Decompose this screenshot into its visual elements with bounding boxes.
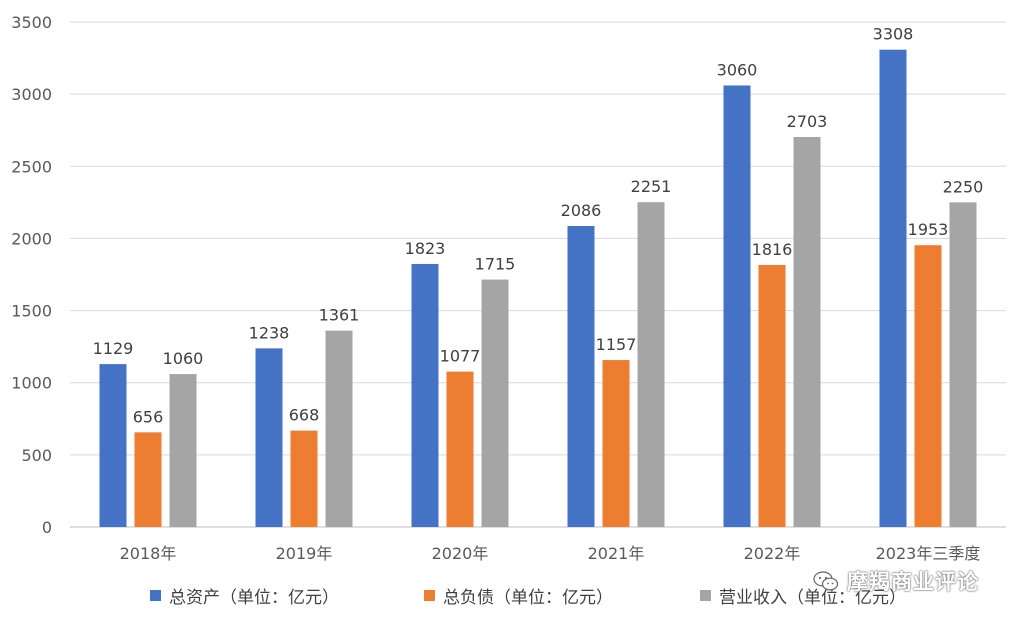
data-label: 1060 <box>163 349 204 368</box>
data-label: 2086 <box>561 201 602 220</box>
data-label: 656 <box>133 407 164 426</box>
bar <box>602 360 630 527</box>
bar <box>446 371 474 527</box>
data-label: 1361 <box>319 306 360 325</box>
data-label: 1077 <box>440 347 481 366</box>
y-tick-label: 2000 <box>11 229 52 248</box>
x-tick-label: 2021年 <box>588 544 645 563</box>
bar <box>637 202 665 527</box>
bar <box>567 226 595 527</box>
x-tick-label: 2022年 <box>744 544 801 563</box>
wechat-icon <box>813 571 839 591</box>
legend-label-revenue: 营业收入（单位：亿元） <box>719 588 906 608</box>
y-tick-label: 500 <box>21 446 52 465</box>
legend-label-total-liabilities: 总负债（单位：亿元） <box>443 588 613 608</box>
y-tick-label: 2500 <box>11 157 52 176</box>
legend-swatch-total-liabilities <box>424 590 435 601</box>
bar <box>879 49 907 528</box>
data-label: 1816 <box>752 240 793 259</box>
data-label: 2703 <box>787 112 828 131</box>
bar <box>99 364 127 527</box>
y-tick-label: 3000 <box>11 85 52 104</box>
bar <box>134 432 162 527</box>
bar <box>914 245 942 527</box>
data-label: 1953 <box>908 220 949 239</box>
data-label: 1715 <box>475 255 516 274</box>
data-label: 1129 <box>93 339 134 358</box>
bar <box>723 85 751 527</box>
x-tick-label: 2023年三季度 <box>876 544 981 563</box>
legend-item-total-liabilities: 总负债（单位：亿元） <box>424 583 613 608</box>
x-tick-label: 2018年 <box>120 544 177 563</box>
legend: 总资产（单位：亿元） 总负债（单位：亿元） 营业收入（单位：亿元） <box>0 583 1030 608</box>
data-label: 1157 <box>596 335 637 354</box>
watermark: 摩羯商业评论 <box>813 566 979 596</box>
y-tick-label: 3500 <box>11 13 52 32</box>
x-tick-label: 2019年 <box>276 544 333 563</box>
data-label: 1238 <box>249 323 290 342</box>
data-label: 3308 <box>873 25 914 44</box>
bar-chart: 0 500 1000 1500 2000 2500 3000 3500 1129 656 1060 2… <box>11 13 1006 563</box>
bar <box>793 136 821 527</box>
data-label: 3060 <box>717 60 758 79</box>
y-tick-label: 1000 <box>11 374 52 393</box>
bar <box>255 348 283 527</box>
x-tick-label: 2020年 <box>432 544 489 563</box>
data-label: 1823 <box>405 239 446 258</box>
legend-swatch-revenue <box>700 590 711 601</box>
bar <box>411 263 439 527</box>
bar <box>290 430 318 527</box>
y-tick-label: 1500 <box>11 302 52 321</box>
bar <box>325 330 353 527</box>
bar <box>758 264 786 527</box>
watermark-text: 摩羯商业评论 <box>847 570 979 594</box>
bar <box>169 374 197 527</box>
legend-swatch-total-assets <box>150 590 161 601</box>
legend-item-revenue: 营业收入（单位：亿元） <box>700 583 906 608</box>
data-label: 2250 <box>943 177 984 196</box>
bar <box>481 279 509 527</box>
data-label: 2251 <box>631 177 672 196</box>
y-tick-label: 0 <box>42 518 52 537</box>
legend-label-total-assets: 总资产（单位：亿元） <box>169 588 339 608</box>
data-label: 668 <box>289 406 320 425</box>
legend-item-total-assets: 总资产（单位：亿元） <box>150 583 339 608</box>
bar <box>949 202 977 527</box>
